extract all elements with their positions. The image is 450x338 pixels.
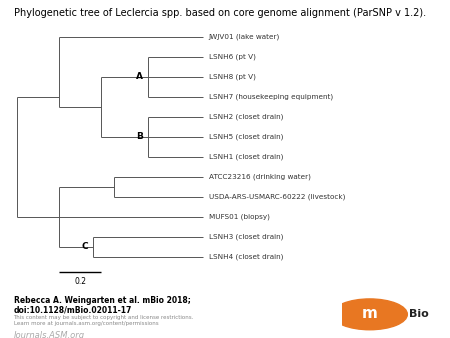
Text: LSNH1 (closet drain): LSNH1 (closet drain) — [209, 153, 283, 160]
Text: Rebecca A. Weingarten et al. mBio 2018;: Rebecca A. Weingarten et al. mBio 2018; — [14, 296, 190, 305]
Text: m: m — [362, 306, 378, 321]
Text: LSNH7 (housekeeping equipment): LSNH7 (housekeeping equipment) — [209, 94, 333, 100]
Text: doi:10.1128/mBio.02011-17: doi:10.1128/mBio.02011-17 — [14, 306, 132, 315]
Text: LSNH5 (closet drain): LSNH5 (closet drain) — [209, 134, 283, 140]
Text: This content may be subject to copyright and license restrictions.
Learn more at: This content may be subject to copyright… — [14, 315, 194, 326]
Text: JWJV01 (lake water): JWJV01 (lake water) — [209, 33, 280, 40]
Text: C: C — [82, 242, 89, 251]
Text: B: B — [136, 132, 144, 141]
Text: Bio: Bio — [410, 309, 429, 318]
Text: MUFS01 (biopsy): MUFS01 (biopsy) — [209, 213, 270, 220]
Circle shape — [332, 299, 407, 330]
Text: LSNH4 (closet drain): LSNH4 (closet drain) — [209, 253, 283, 260]
Text: LSNH6 (pt V): LSNH6 (pt V) — [209, 53, 256, 60]
Text: ATCC23216 (drinking water): ATCC23216 (drinking water) — [209, 173, 310, 180]
Text: 0.2: 0.2 — [74, 277, 86, 286]
Text: LSNH8 (pt V): LSNH8 (pt V) — [209, 74, 256, 80]
Text: LSNH3 (closet drain): LSNH3 (closet drain) — [209, 233, 283, 240]
Text: USDA-ARS-USMARC-60222 (livestock): USDA-ARS-USMARC-60222 (livestock) — [209, 193, 345, 200]
Text: LSNH2 (closet drain): LSNH2 (closet drain) — [209, 114, 283, 120]
Text: A: A — [136, 72, 144, 81]
Text: Journals.ASM.org: Journals.ASM.org — [14, 331, 85, 338]
Text: Phylogenetic tree of Leclercia spp. based on core genome alignment (ParSNP v 1.2: Phylogenetic tree of Leclercia spp. base… — [14, 8, 426, 19]
